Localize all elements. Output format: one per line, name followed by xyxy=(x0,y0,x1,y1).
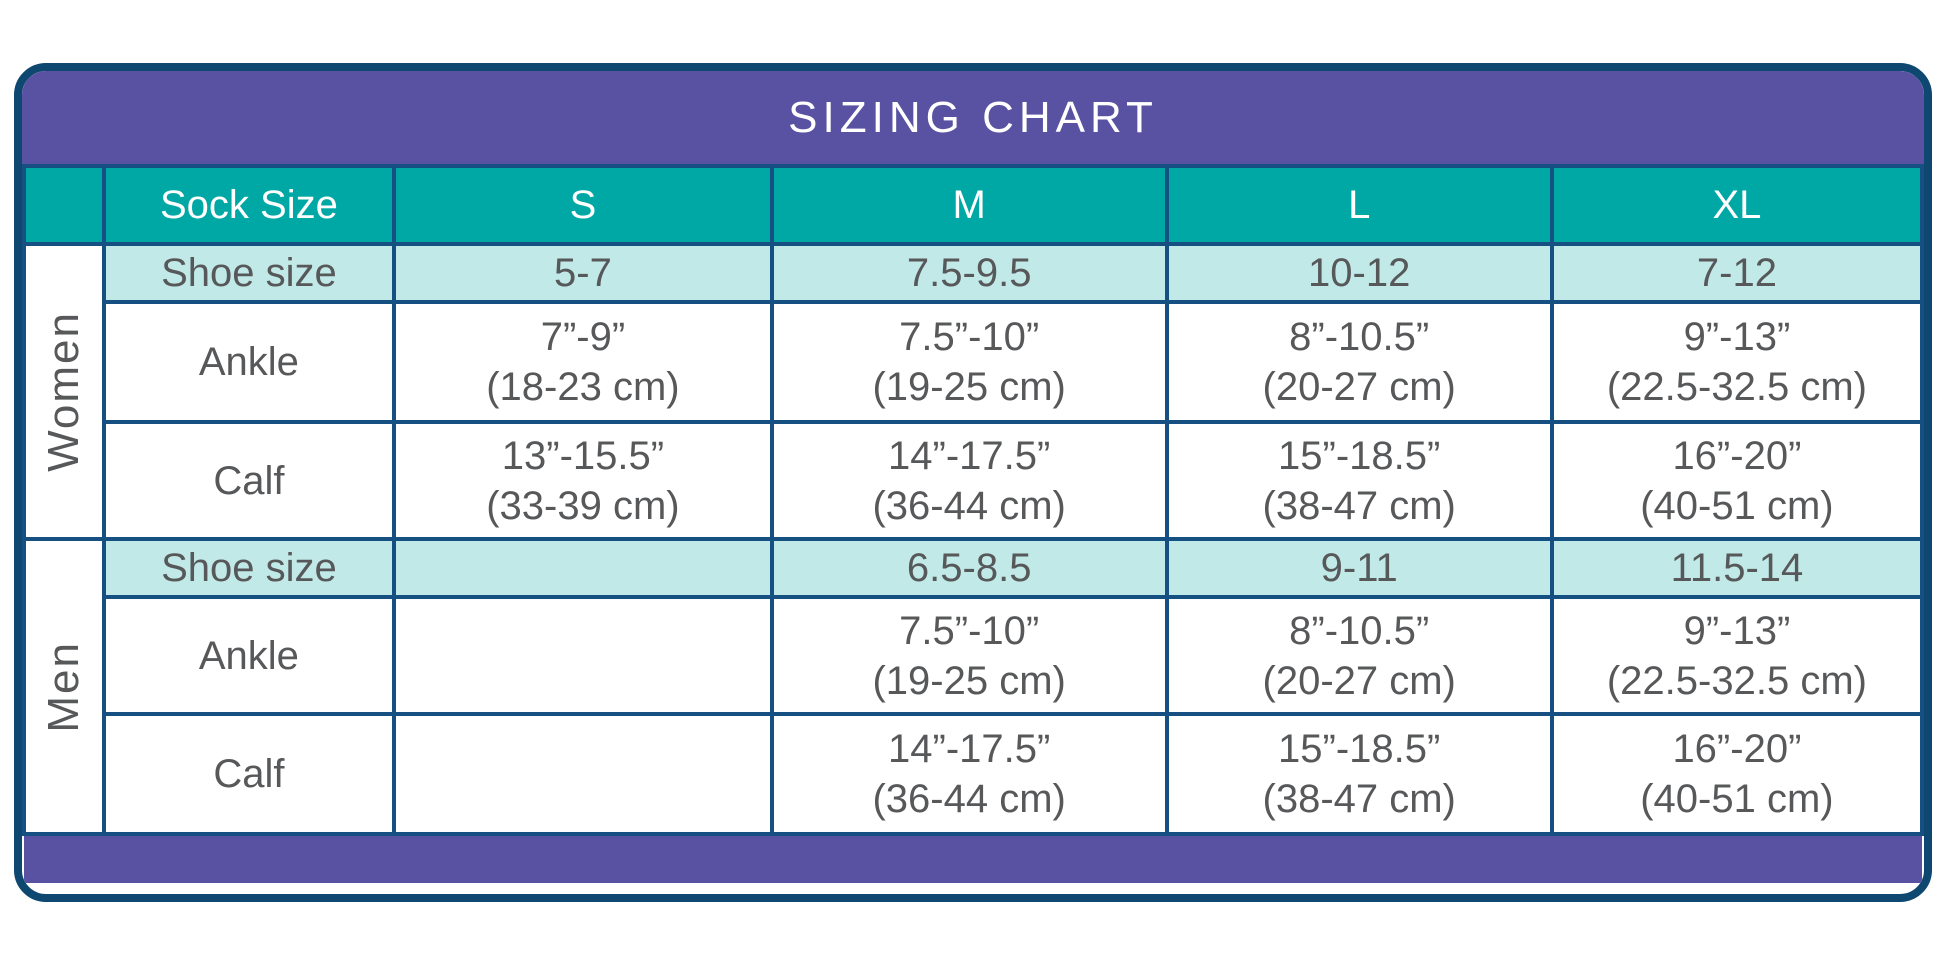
footer-bar-row xyxy=(24,832,1922,883)
men-calf-row: Calf 14”-17.5” (36-44 cm) 15”-18.5” (38-… xyxy=(24,712,1924,836)
title-bar: SIZING CHART xyxy=(22,71,1924,164)
chart-title: SIZING CHART xyxy=(788,92,1158,142)
women-shoe-m: 7.5-9.5 xyxy=(769,242,1169,304)
men-calf-s-empty-cell xyxy=(392,712,774,836)
men-shoe-label: Shoe size xyxy=(101,537,397,599)
header-row: Sock Size S M L XL xyxy=(22,164,1924,246)
women-shoe-l: 10-12 xyxy=(1164,242,1554,304)
women-shoe-row: Women Shoe size 5-7 7.5-9.5 10-12 7-12 xyxy=(22,242,1924,541)
men-ankle-l: 8”-10.5” (20-27 cm) xyxy=(1164,595,1554,716)
men-shoe-m: 6.5-8.5 xyxy=(769,537,1169,599)
women-calf-xl: 16”-20” (40-51 cm) xyxy=(1549,420,1924,541)
women-ankle-xl: 9”-13” (22.5-32.5 cm) xyxy=(1549,300,1924,424)
women-ankle-s: 7”-9” (18-23 cm) xyxy=(392,300,774,424)
men-group-label: Men xyxy=(38,640,88,733)
women-ankle-label: Ankle xyxy=(101,300,397,424)
header-corner-cell xyxy=(22,164,106,246)
women-shoe-label: Shoe size xyxy=(101,242,397,304)
header-size-s: S xyxy=(392,164,774,246)
women-calf-row: Calf 13”-15.5” (33-39 cm) 14”-17.5” (36-… xyxy=(24,420,1924,541)
men-group-cell: Men xyxy=(22,537,106,836)
header-sock-size: Sock Size xyxy=(101,164,397,246)
men-ankle-xl: 9”-13” (22.5-32.5 cm) xyxy=(1549,595,1924,716)
women-calf-s: 13”-15.5” (33-39 cm) xyxy=(392,420,774,541)
women-ankle-l: 8”-10.5” (20-27 cm) xyxy=(1164,300,1554,424)
men-ankle-label: Ankle xyxy=(101,595,397,716)
women-shoe-xl: 7-12 xyxy=(1549,242,1924,304)
footer-bar xyxy=(24,832,1922,883)
women-ankle-m: 7.5”-10” (19-25 cm) xyxy=(769,300,1169,424)
men-shoe-l: 9-11 xyxy=(1164,537,1554,599)
men-shoe-xl: 11.5-14 xyxy=(1549,537,1924,599)
men-calf-label: Calf xyxy=(101,712,397,836)
women-group-label: Women xyxy=(38,311,88,472)
men-ankle-m: 7.5”-10” (19-25 cm) xyxy=(769,595,1169,716)
men-ankle-row: Ankle 7.5”-10” (19-25 cm) 8”-10.5” (20-2… xyxy=(24,595,1924,716)
women-calf-l: 15”-18.5” (38-47 cm) xyxy=(1164,420,1554,541)
sizing-table: Sock Size S M L XL Women Shoe size 5-7 7… xyxy=(22,164,1924,883)
women-calf-m: 14”-17.5” (36-44 cm) xyxy=(769,420,1169,541)
header-size-xl: XL xyxy=(1549,164,1924,246)
sizing-chart-panel: SIZING CHART Sock Size S M L XL Women Sh… xyxy=(14,63,1932,902)
header-size-l: L xyxy=(1164,164,1554,246)
men-calf-l: 15”-18.5” (38-47 cm) xyxy=(1164,712,1554,836)
men-calf-xl: 16”-20” (40-51 cm) xyxy=(1549,712,1924,836)
men-shoe-row: Men Shoe size 6.5-8.5 9-11 11.5-14 xyxy=(22,537,1924,836)
men-ankle-s-empty-cell xyxy=(392,595,774,716)
women-shoe-s: 5-7 xyxy=(392,242,774,304)
men-calf-m: 14”-17.5” (36-44 cm) xyxy=(769,712,1169,836)
women-ankle-row: Ankle 7”-9” (18-23 cm) 7.5”-10” (19-25 c… xyxy=(24,300,1924,424)
women-group-cell: Women xyxy=(22,242,106,541)
header-size-m: M xyxy=(769,164,1169,246)
men-shoe-s-empty-cell xyxy=(392,537,774,599)
women-calf-label: Calf xyxy=(101,420,397,541)
